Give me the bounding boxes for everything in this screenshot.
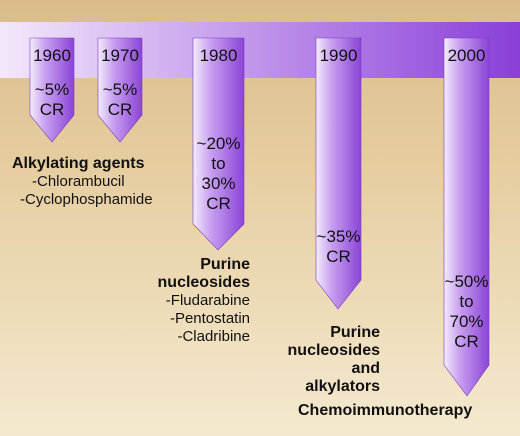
era-arrow-1990 <box>315 37 362 310</box>
outcome-line: CR <box>39 100 65 119</box>
outcome-line: ~35% <box>316 227 361 246</box>
therapy-alkylating-agents: Alkylating agents -Chlorambucil -Cycloph… <box>12 155 192 209</box>
therapy-item: -Pentostatin <box>169 310 250 327</box>
era-year-1980: 1980 <box>199 46 238 65</box>
era-arrow-1980 <box>192 37 245 251</box>
therapy-purine-nucleosides-alkylators: Purine nucleosides and alkylators <box>280 324 380 396</box>
era-year-1960: 1960 <box>33 46 71 65</box>
timeline-band <box>0 22 520 78</box>
era-year-1990: 1990 <box>319 46 358 65</box>
therapy-title: Alkylating agents <box>12 155 145 172</box>
era-arrow-1970 <box>97 37 143 143</box>
outcome-line: ~5% <box>34 80 70 99</box>
therapy-item: -Fludarabine <box>165 292 250 309</box>
era-outcome-1970: ~5% CR <box>96 80 144 120</box>
therapy-title: Purine nucleosides and alkylators <box>287 324 380 395</box>
era-outcome-1980: ~20% to 30% CR <box>191 134 246 214</box>
outcome-line: CR <box>454 332 479 351</box>
therapy-item: -Cladribine <box>177 328 250 345</box>
era-outcome-1960: ~5% CR <box>28 80 76 120</box>
outcome-line: ~20% <box>196 134 241 153</box>
outcome-line: to <box>459 292 474 311</box>
outcome-line: CR <box>206 194 231 213</box>
outcome-line: 30% <box>201 174 236 193</box>
outcome-line: CR <box>107 100 133 119</box>
era-year-1970: 1970 <box>101 46 139 65</box>
outcome-line: 70% <box>449 312 484 331</box>
outcome-line: ~5% <box>102 80 138 99</box>
era-outcome-1990: ~35% CR <box>314 227 363 267</box>
outcome-line: ~50% <box>444 272 489 291</box>
era-year-2000: 2000 <box>447 46 486 65</box>
therapy-purine-nucleosides: Purine nucleosides -Fludarabine -Pentost… <box>130 256 250 346</box>
therapy-title: Purine nucleosides <box>157 256 250 291</box>
outcome-line: CR <box>326 247 351 266</box>
era-outcome-2000: ~50% to 70% CR <box>441 272 492 352</box>
outcome-line: to <box>211 154 226 173</box>
era-arrow-2000 <box>443 37 490 397</box>
therapy-chemoimmunotherapy: Chemoimmunotherapy <box>298 402 473 419</box>
therapy-item: -Chlorambucil <box>32 173 125 190</box>
era-arrow-1960 <box>29 37 75 143</box>
therapy-item: -Cyclophosphamide <box>20 191 153 208</box>
